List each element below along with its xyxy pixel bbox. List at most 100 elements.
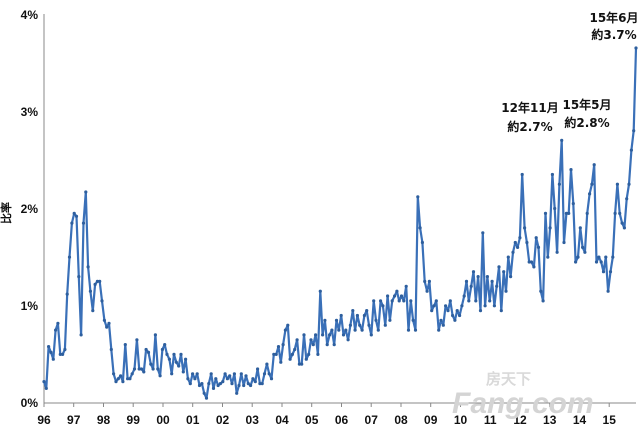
data-point (516, 245, 520, 249)
data-point (49, 350, 53, 354)
data-point (258, 382, 262, 386)
data-point (58, 352, 62, 356)
data-point (302, 333, 306, 337)
data-point (290, 352, 294, 356)
data-point (529, 260, 534, 264)
data-point (283, 328, 287, 332)
data-point (318, 289, 322, 293)
x-tick-label: 06 (335, 413, 349, 427)
data-point (534, 236, 538, 240)
data-point (601, 270, 606, 274)
data-point (93, 282, 97, 286)
data-point (225, 377, 229, 381)
data-point (237, 383, 241, 388)
data-point (594, 260, 599, 264)
data-point (483, 304, 487, 308)
data-point (202, 391, 206, 395)
series-line (42, 47, 638, 400)
data-point (116, 377, 120, 381)
data-point (311, 343, 315, 347)
data-point (186, 377, 190, 381)
y-tick-label: 3% (21, 105, 39, 119)
data-point (297, 362, 301, 366)
data-point (232, 372, 236, 376)
data-point (304, 357, 308, 361)
data-point (474, 299, 478, 303)
data-point (425, 289, 429, 293)
data-point (328, 333, 332, 337)
data-point (195, 372, 199, 376)
data-point (548, 226, 552, 230)
data-point (126, 377, 130, 381)
data-point (337, 328, 341, 332)
data-point (381, 304, 385, 308)
data-point (102, 318, 106, 322)
x-tick-labels: 96 97 98 99 00 01 02 03 04 05 06 07 08 09 10 11 12 13 14 15 (37, 403, 616, 427)
data-point (362, 313, 366, 318)
data-point (629, 148, 634, 152)
data-point (98, 279, 102, 283)
data-point (242, 383, 246, 388)
data-point (184, 357, 188, 361)
data-point (599, 260, 603, 264)
data-point (451, 313, 455, 318)
y-tick-label: 0% (21, 396, 39, 410)
data-point (404, 284, 408, 288)
data-point (409, 299, 413, 303)
data-point (121, 380, 125, 384)
data-point (395, 289, 399, 293)
data-point (383, 323, 387, 327)
data-point (402, 299, 406, 303)
data-point (488, 299, 492, 303)
y-tick-label: 1% (21, 299, 39, 313)
data-point (497, 265, 501, 269)
data-point (95, 279, 99, 283)
data-point (379, 299, 383, 303)
data-point (244, 374, 248, 378)
data-point (393, 294, 397, 298)
data-point (109, 347, 113, 352)
data-point (437, 328, 441, 332)
data-point (613, 211, 617, 215)
data-point (334, 318, 339, 322)
data-point (511, 250, 515, 254)
x-tick-label: 13 (543, 413, 557, 427)
data-point (441, 323, 445, 327)
data-point (295, 338, 299, 342)
data-point (527, 260, 531, 264)
data-point (351, 309, 355, 313)
data-point (251, 377, 255, 381)
data-point (416, 195, 420, 199)
data-point (193, 377, 197, 381)
data-point (279, 360, 283, 364)
data-point (81, 221, 86, 225)
annotation-15y6m-line2: 約3.7% (591, 27, 636, 42)
data-point (509, 275, 513, 279)
data-point (427, 279, 431, 283)
data-point (625, 197, 629, 201)
x-tick-label: 97 (67, 413, 81, 427)
data-point (146, 350, 151, 354)
data-point (541, 299, 545, 303)
data-point (211, 386, 216, 390)
series-group (42, 46, 638, 400)
data-point (434, 299, 438, 303)
data-point (481, 231, 485, 235)
data-point (546, 255, 550, 259)
data-point (430, 309, 434, 313)
data-point (453, 318, 457, 322)
data-point (604, 255, 608, 259)
data-point (132, 367, 137, 371)
data-point (72, 211, 76, 215)
data-point (119, 374, 123, 378)
data-point (230, 382, 234, 386)
data-point (223, 372, 227, 376)
data-point (286, 323, 290, 327)
data-point (276, 345, 281, 349)
data-point (502, 270, 506, 274)
data-point (128, 377, 132, 381)
data-point (105, 325, 109, 329)
data-point (100, 299, 104, 303)
data-point (200, 382, 204, 386)
data-point (307, 352, 311, 356)
